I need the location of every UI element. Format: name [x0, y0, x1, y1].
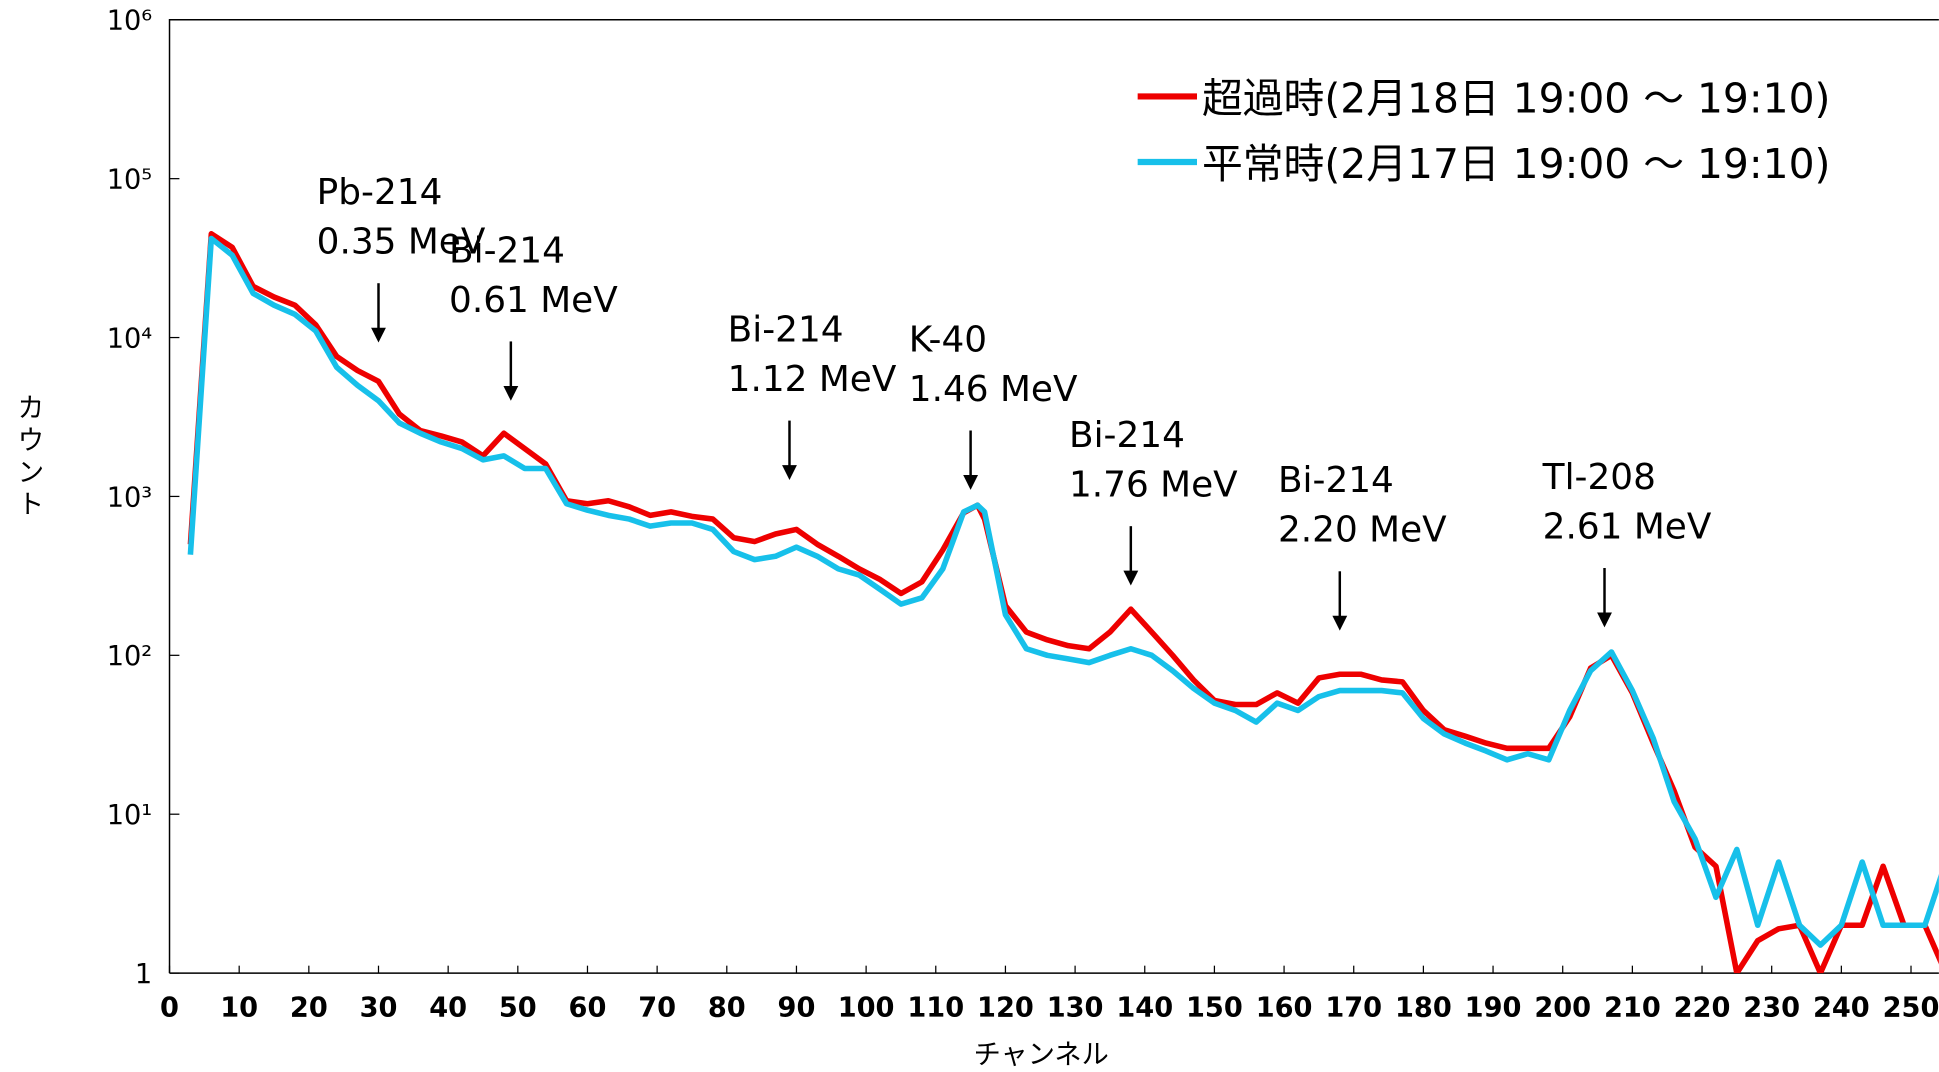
x-tick-label: 50 — [499, 992, 537, 1023]
x-tick-label: 250 — [1883, 992, 1939, 1023]
x-tick-label: 160 — [1256, 992, 1313, 1023]
annotation-arrowhead — [1597, 612, 1612, 628]
x-tick-label: 200 — [1534, 992, 1591, 1023]
annotation-text: 0.61 MeV — [449, 280, 618, 321]
x-tick-label: 170 — [1325, 992, 1382, 1023]
y-tick-label: 10² — [107, 641, 153, 672]
annotation-arrowhead — [371, 327, 386, 343]
series-line — [187, 231, 1939, 974]
series-line — [187, 235, 1939, 948]
x-tick-label: 80 — [708, 992, 746, 1023]
y-tick-label: 10⁵ — [107, 165, 153, 196]
x-tick-label: 90 — [778, 992, 816, 1023]
y-tick-label: 1 — [135, 959, 152, 990]
x-tick-label: 60 — [569, 992, 607, 1023]
annotation-text: Tl-208 — [1542, 457, 1656, 498]
x-tick-label: 140 — [1116, 992, 1173, 1023]
x-tick-label: 0 — [160, 992, 179, 1023]
annotation-text: 2.61 MeV — [1543, 506, 1712, 547]
annotation-text: 2.20 MeV — [1278, 510, 1447, 551]
annotation-arrowhead — [963, 475, 979, 490]
x-tick-label: 180 — [1395, 992, 1452, 1023]
annotation-text: K-40 — [909, 319, 987, 360]
legend-label: 超過時(2月18日 19:00 ～ 19:10) — [1202, 75, 1831, 123]
annotation-text: Bi-214 — [1069, 415, 1185, 456]
x-axis-label: チャンネル — [974, 1039, 1109, 1070]
annotation-text: 1.76 MeV — [1069, 464, 1238, 505]
annotation-arrowhead — [503, 385, 519, 401]
annotation-text: 0.35 MeV — [317, 222, 486, 263]
x-tick-label: 150 — [1186, 992, 1243, 1023]
x-tick-label: 30 — [360, 992, 398, 1023]
annotation-arrowhead — [1332, 615, 1348, 631]
x-tick-label: 210 — [1604, 992, 1661, 1023]
annotation-text: Pb-214 — [317, 172, 443, 213]
y-tick-label: 10¹ — [107, 800, 153, 831]
x-tick-label: 40 — [429, 992, 467, 1023]
y-tick-label: 10⁴ — [107, 323, 153, 354]
annotation-text: 1.12 MeV — [728, 359, 897, 400]
annotation-arrowhead — [1123, 570, 1139, 586]
annotation-text: 1.46 MeV — [909, 369, 1078, 410]
x-tick-label: 220 — [1674, 992, 1731, 1023]
annotation-text: Bi-214 — [1278, 460, 1394, 501]
annotation-text: Bi-214 — [728, 309, 844, 350]
x-tick-label: 100 — [838, 992, 895, 1023]
x-tick-label: 230 — [1743, 992, 1800, 1023]
x-tick-label: 120 — [977, 992, 1034, 1023]
x-tick-label: 10 — [220, 992, 258, 1023]
x-tick-label: 240 — [1813, 992, 1870, 1023]
x-tick-label: 70 — [638, 992, 676, 1023]
y-tick-label: 10³ — [107, 482, 153, 513]
x-tick-label: 20 — [290, 992, 328, 1023]
y-axis-label: カウント — [12, 393, 43, 522]
annotation-text: Bi-214 — [449, 230, 565, 271]
x-tick-label: 190 — [1465, 992, 1522, 1023]
y-axis-label-text: カウント — [12, 393, 43, 522]
x-tick-label: 110 — [907, 992, 964, 1023]
x-tick-label: 130 — [1047, 992, 1104, 1023]
annotation-arrowhead — [782, 465, 797, 480]
y-tick-label: 10⁶ — [107, 6, 153, 37]
legend-label: 平常時(2月17日 19:00 ～ 19:10) — [1202, 140, 1831, 188]
